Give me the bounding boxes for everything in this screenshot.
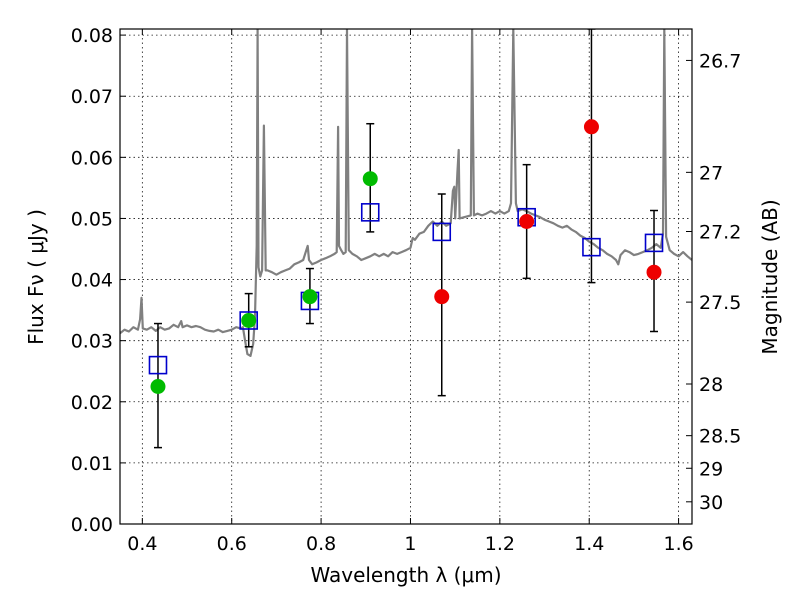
y-tick-label: 0.07 (71, 86, 113, 108)
labels-layer: Wavelength λ (μm) Flux Fν ( μJy ) Magnit… (24, 199, 782, 587)
observed-point-marker (241, 313, 257, 328)
x-axis-label: Wavelength λ (μm) (310, 563, 501, 587)
y-tick-label: 0.03 (71, 331, 113, 353)
grid-lines (120, 29, 692, 525)
observed-point-marker (150, 379, 166, 394)
model-point-marker (582, 237, 601, 257)
y2-tick-label: 30 (699, 492, 723, 514)
y2-tick-label: 26.7 (699, 50, 741, 72)
y-tick-label: 0.02 (71, 392, 113, 414)
observed-point-marker (646, 264, 662, 280)
y-tick-label: 0.08 (71, 25, 113, 47)
model-point-marker (360, 203, 380, 222)
observed-point-marker (434, 289, 450, 305)
model-spectrum-line (120, 29, 692, 357)
model-point-marker (239, 311, 258, 330)
y-tick-label: 0.04 (71, 270, 113, 292)
y-tick-label: 0.01 (71, 453, 113, 475)
y2-tick-label: 27.2 (699, 222, 741, 244)
x-tick-label: 1 (404, 533, 416, 555)
x-tick-label: 0.6 (217, 533, 247, 555)
model-point-marker (644, 233, 664, 253)
ticks-layer: 0.4 0.6 0.8 1 1.2 1.4 1.6 0.00 0.01 0.02 0.03 0.04 0… (71, 25, 742, 555)
x-tick-label: 0.8 (306, 533, 336, 555)
y2-tick-label: 27 (699, 162, 723, 184)
y-tick-label: 0.00 (71, 514, 113, 536)
y-axis-label: Flux Fν ( μJy ) (24, 209, 48, 345)
x-tick-label: 1.6 (663, 533, 693, 555)
y2-tick-label: 28 (699, 374, 723, 396)
y2-axis-label: Magnitude (AB) (758, 199, 782, 354)
y-tick-label: 0.05 (71, 208, 113, 230)
y2-tick-label: 27.5 (699, 292, 741, 314)
x-tick-label: 0.4 (127, 533, 157, 555)
observed-point-marker (519, 214, 535, 229)
y-tick-label: 0.06 (71, 147, 113, 169)
observed-point-marker (362, 171, 378, 187)
x-tick-label: 1.4 (574, 533, 604, 555)
plot-frame (119, 28, 693, 525)
y2-tick-label: 29 (699, 458, 723, 480)
y2-tick-label: 28.5 (699, 426, 741, 448)
model-spectrum-layer (120, 29, 692, 357)
x-tick-label: 1.2 (485, 533, 515, 555)
marker-layer (148, 119, 664, 394)
model-point-marker (432, 222, 452, 242)
observed-point-marker (583, 119, 599, 135)
model-point-marker (148, 355, 168, 375)
observed-point-marker (302, 289, 318, 305)
